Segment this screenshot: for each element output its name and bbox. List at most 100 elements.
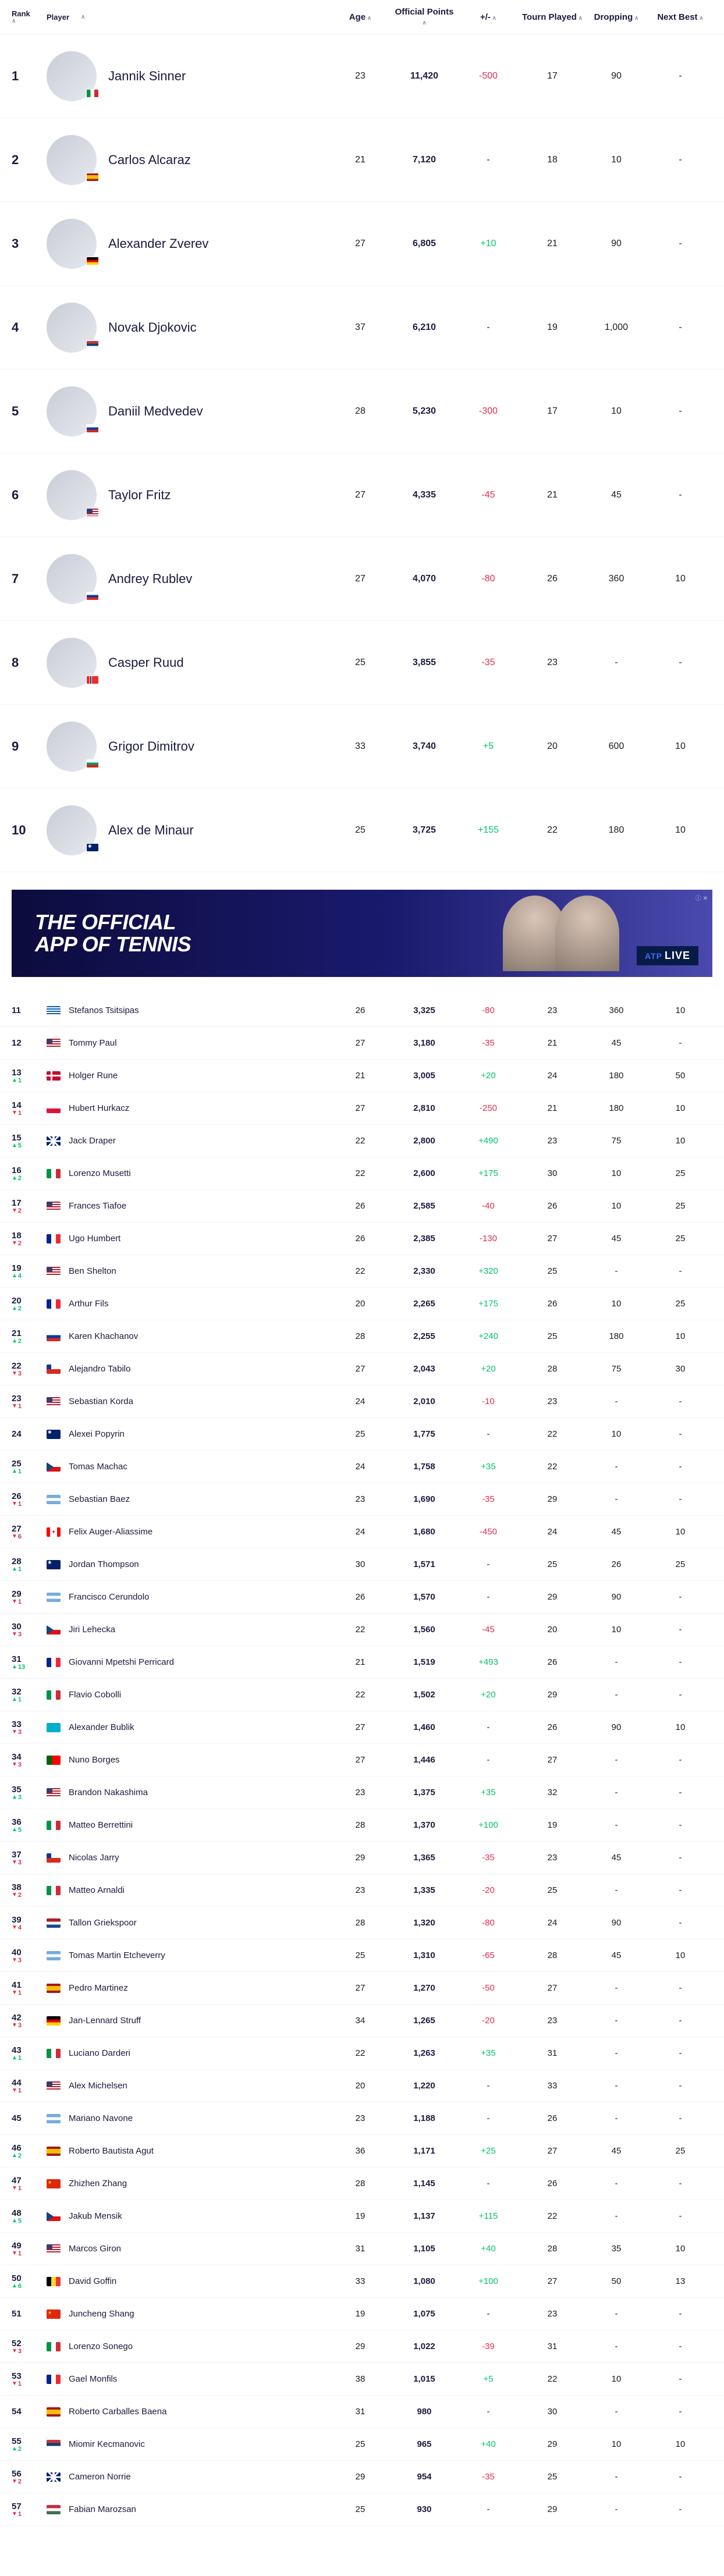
player-cell[interactable]: Frances Tiafoe — [47, 1201, 328, 1211]
player-cell[interactable]: Roberto Carballes Baena — [47, 2407, 328, 2417]
player-cell[interactable]: Matteo Arnaldi — [47, 1885, 328, 1895]
table-row[interactable]: 3 Alexander Zverev 27 6,805 +10 21 90 - — [0, 202, 724, 286]
table-row[interactable]: 39▼4 Tallon Griekspoor 28 1,320 -80 24 9… — [0, 1907, 724, 1939]
player-cell[interactable]: Alexei Popyrin — [47, 1429, 328, 1439]
table-row[interactable]: 43▲1 Luciano Darderi 22 1,263 +35 31 - - — [0, 2037, 724, 2070]
player-cell[interactable]: Casper Ruud — [47, 638, 328, 688]
header-player[interactable]: Player — [47, 13, 328, 22]
table-row[interactable]: 25▲1 Tomas Machac 24 1,758 +35 22 - - — [0, 1451, 724, 1483]
table-row[interactable]: 6 Taylor Fritz 27 4,335 -45 21 45 - — [0, 453, 724, 537]
table-row[interactable]: 36▲5 Matteo Berrettini 28 1,370 +100 19 … — [0, 1809, 724, 1842]
header-rank[interactable]: Rank — [12, 9, 47, 24]
player-cell[interactable]: Grigor Dimitrov — [47, 722, 328, 772]
table-row[interactable]: 37▼3 Nicolas Jarry 29 1,365 -35 23 45 - — [0, 1842, 724, 1874]
player-cell[interactable]: Felix Auger-Aliassime — [47, 1527, 328, 1537]
table-row[interactable]: 24 Alexei Popyrin 25 1,775 - 22 10 - — [0, 1418, 724, 1451]
table-row[interactable]: 4 Novak Djokovic 37 6,210 - 19 1,000 - — [0, 286, 724, 369]
header-age[interactable]: Age — [328, 12, 392, 22]
player-cell[interactable]: Lorenzo Sonego — [47, 2342, 328, 2351]
table-row[interactable]: 29▼1 Francisco Cerundolo 26 1,570 - 29 9… — [0, 1581, 724, 1614]
table-row[interactable]: 8 Casper Ruud 25 3,855 -35 23 - - — [0, 621, 724, 705]
player-cell[interactable]: Stefanos Tsitsipas — [47, 1005, 328, 1015]
table-row[interactable]: 10 Alex de Minaur 25 3,725 +155 22 180 1… — [0, 788, 724, 872]
ad-close-icon[interactable]: ⓘ ✕ — [695, 893, 708, 902]
table-row[interactable]: 11 Stefanos Tsitsipas 26 3,325 -80 23 36… — [0, 994, 724, 1027]
table-row[interactable]: 12 Tommy Paul 27 3,180 -35 21 45 - — [0, 1027, 724, 1060]
player-cell[interactable]: Alexander Zverev — [47, 219, 328, 269]
table-row[interactable]: 23▼1 Sebastian Korda 24 2,010 -10 23 - - — [0, 1385, 724, 1418]
table-row[interactable]: 9 Grigor Dimitrov 33 3,740 +5 20 600 10 — [0, 705, 724, 788]
player-cell[interactable]: Novak Djokovic — [47, 303, 328, 353]
table-row[interactable]: 27▼6 Felix Auger-Aliassime 24 1,680 -450… — [0, 1516, 724, 1548]
header-tourn[interactable]: Tourn Played — [520, 12, 584, 22]
header-plusminus[interactable]: +/- — [456, 12, 520, 22]
table-row[interactable]: 33▼3 Alexander Bublik 27 1,460 - 26 90 1… — [0, 1711, 724, 1744]
table-row[interactable]: 28▲1 Jordan Thompson 30 1,571 - 25 26 25 — [0, 1548, 724, 1581]
table-row[interactable]: 54 Roberto Carballes Baena 31 980 - 30 -… — [0, 2396, 724, 2428]
table-row[interactable]: 26▼1 Sebastian Baez 23 1,690 -35 29 - - — [0, 1483, 724, 1516]
table-row[interactable]: 46▲2 Roberto Bautista Agut 36 1,171 +25 … — [0, 2135, 724, 2168]
player-cell[interactable]: Hubert Hurkacz — [47, 1103, 328, 1113]
player-cell[interactable]: Holger Rune — [47, 1071, 328, 1081]
table-row[interactable]: 14▼1 Hubert Hurkacz 27 2,810 -250 21 180… — [0, 1092, 724, 1125]
player-cell[interactable]: Luciano Darderi — [47, 2048, 328, 2058]
player-cell[interactable]: Taylor Fritz — [47, 470, 328, 520]
table-row[interactable]: 30▼3 Jiri Lehecka 22 1,560 -45 20 10 - — [0, 1614, 724, 1646]
table-row[interactable]: 52▼3 Lorenzo Sonego 29 1,022 -39 31 - - — [0, 2330, 724, 2363]
player-cell[interactable]: Gael Monfils — [47, 2374, 328, 2384]
player-cell[interactable]: Jan-Lennard Struff — [47, 2016, 328, 2026]
player-cell[interactable]: Daniil Medvedev — [47, 386, 328, 436]
player-cell[interactable]: Nuno Borges — [47, 1755, 328, 1765]
player-cell[interactable]: Tallon Griekspoor — [47, 1918, 328, 1928]
table-row[interactable]: 48▲5 Jakub Mensik 19 1,137 +115 22 - - — [0, 2200, 724, 2233]
player-cell[interactable]: Flavio Cobolli — [47, 1690, 328, 1700]
player-cell[interactable]: Lorenzo Musetti — [47, 1168, 328, 1178]
header-points[interactable]: Official Points — [392, 7, 456, 27]
player-cell[interactable]: Sebastian Baez — [47, 1494, 328, 1504]
player-cell[interactable]: Brandon Nakashima — [47, 1788, 328, 1797]
table-row[interactable]: 18▼2 Ugo Humbert 26 2,385 -130 27 45 25 — [0, 1223, 724, 1255]
table-row[interactable]: 47▼1 Zhizhen Zhang 28 1,145 - 26 - - — [0, 2168, 724, 2200]
player-cell[interactable]: Karen Khachanov — [47, 1331, 328, 1341]
table-row[interactable]: 40▼3 Tomas Martin Etcheverry 25 1,310 -6… — [0, 1939, 724, 1972]
player-cell[interactable]: Nicolas Jarry — [47, 1853, 328, 1863]
player-cell[interactable]: Ben Shelton — [47, 1266, 328, 1276]
player-cell[interactable]: Miomir Kecmanovic — [47, 2439, 328, 2449]
player-cell[interactable]: Tomas Martin Etcheverry — [47, 1950, 328, 1960]
table-row[interactable]: 41▼1 Pedro Martinez 27 1,270 -50 27 - - — [0, 1972, 724, 2005]
player-cell[interactable]: Tomas Machac — [47, 1462, 328, 1472]
player-cell[interactable]: Jiri Lehecka — [47, 1625, 328, 1635]
player-cell[interactable]: Alejandro Tabilo — [47, 1364, 328, 1374]
player-cell[interactable]: Alexander Bublik — [47, 1722, 328, 1732]
table-row[interactable]: 7 Andrey Rublev 27 4,070 -80 26 360 10 — [0, 537, 724, 621]
header-next[interactable]: Next Best — [648, 12, 712, 22]
player-cell[interactable]: Jannik Sinner — [47, 51, 328, 101]
player-cell[interactable]: Ugo Humbert — [47, 1234, 328, 1243]
table-row[interactable]: 31▲13 Giovanni Mpetshi Perricard 21 1,51… — [0, 1646, 724, 1679]
table-row[interactable]: 42▼3 Jan-Lennard Struff 34 1,265 -20 23 … — [0, 2005, 724, 2037]
table-row[interactable]: 21▲2 Karen Khachanov 28 2,255 +240 25 18… — [0, 1320, 724, 1353]
table-row[interactable]: 50▲6 David Goffin 33 1,080 +100 27 50 13 — [0, 2265, 724, 2298]
table-row[interactable]: 22▼3 Alejandro Tabilo 27 2,043 +20 28 75… — [0, 1353, 724, 1385]
player-cell[interactable]: Alex de Minaur — [47, 805, 328, 855]
table-row[interactable]: 2 Carlos Alcaraz 21 7,120 - 18 10 - — [0, 118, 724, 202]
player-cell[interactable]: Roberto Bautista Agut — [47, 2146, 328, 2156]
player-cell[interactable]: Alex Michelsen — [47, 2081, 328, 2091]
player-cell[interactable]: Pedro Martinez — [47, 1983, 328, 1993]
table-row[interactable]: 20▲2 Arthur Fils 20 2,265 +175 26 10 25 — [0, 1288, 724, 1320]
player-cell[interactable]: David Goffin — [47, 2276, 328, 2286]
table-row[interactable]: 5 Daniil Medvedev 28 5,230 -300 17 10 - — [0, 369, 724, 453]
player-cell[interactable]: Francisco Cerundolo — [47, 1592, 328, 1602]
player-cell[interactable]: Sebastian Korda — [47, 1397, 328, 1406]
player-cell[interactable]: Jakub Mensik — [47, 2211, 328, 2221]
player-cell[interactable]: Fabian Marozsan — [47, 2504, 328, 2514]
player-cell[interactable]: Tommy Paul — [47, 1038, 328, 1048]
table-row[interactable]: 17▼2 Frances Tiafoe 26 2,585 -40 26 10 2… — [0, 1190, 724, 1223]
table-row[interactable]: 15▲5 Jack Draper 22 2,800 +490 23 75 10 — [0, 1125, 724, 1157]
table-row[interactable]: 13▲1 Holger Rune 21 3,005 +20 24 180 50 — [0, 1060, 724, 1092]
player-cell[interactable]: Zhizhen Zhang — [47, 2179, 328, 2188]
player-cell[interactable]: Marcos Giron — [47, 2244, 328, 2254]
table-row[interactable]: 49▼1 Marcos Giron 31 1,105 +40 28 35 10 — [0, 2233, 724, 2265]
table-row[interactable]: 34▼3 Nuno Borges 27 1,446 - 27 - - — [0, 1744, 724, 1776]
player-cell[interactable]: Mariano Navone — [47, 2113, 328, 2123]
